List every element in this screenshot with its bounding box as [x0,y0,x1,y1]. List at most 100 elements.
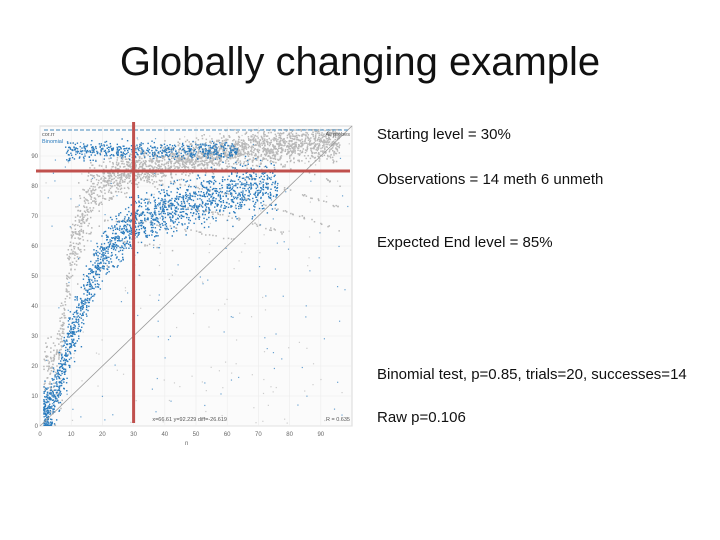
blue-point [188,216,190,219]
blue-point [85,306,88,309]
blue-point [170,199,172,202]
stray-point [98,353,100,355]
blue-point [224,179,226,181]
stray-point [131,166,133,168]
blue-point [249,173,251,176]
blue-point [230,179,232,181]
grey-point [102,172,104,174]
blue-point [216,190,219,193]
blue-point [120,154,122,156]
blue-point [168,205,170,207]
blue-point [158,151,160,153]
blue-point [168,154,171,156]
blue-point [50,397,52,400]
blue-point [102,260,104,262]
blue-point [202,148,204,151]
blue-point [101,280,104,282]
blue-point [89,281,91,283]
grey-point [333,142,336,145]
blue-point [266,178,269,181]
blue-point [176,223,179,226]
grey-point [80,230,83,233]
blue-point [52,392,54,394]
grey-point [78,220,81,222]
blue-point [122,145,124,147]
grey-point [278,143,280,145]
grey-point [191,161,193,163]
blue-point [136,210,138,213]
grey-point [49,386,51,389]
grey-point [270,227,272,229]
stray-point [266,348,268,350]
blue-point [102,252,105,254]
blue-point [172,148,174,150]
blue-point [204,186,206,189]
blue-point [270,194,272,197]
blue-point [147,217,149,219]
grey-point [87,190,89,193]
grey-point [60,305,62,307]
blue-point [151,213,154,216]
blue-point [122,258,124,261]
blue-point [177,208,179,210]
blue-point [188,150,190,152]
grey-point [219,147,222,149]
grey-point [171,249,174,252]
blue-point [259,180,262,183]
blue-point [176,152,179,154]
blue-point [52,409,54,411]
grey-point [44,351,46,353]
grey-point [61,316,63,319]
blue-point [44,401,46,403]
grey-point [337,137,339,139]
grey-point [73,246,76,248]
grey-point [63,322,65,325]
grey-point [93,197,96,199]
grey-point [273,228,275,230]
blue-point [243,177,245,179]
stray-point [283,241,285,243]
blue-point [161,152,163,154]
blue-point [44,404,47,406]
grey-point [259,143,261,145]
blue-point [152,226,154,229]
blue-point [232,189,235,192]
blue-point [79,313,82,315]
grey-point [330,143,332,145]
blue-point [57,394,60,396]
blue-point [207,154,209,156]
grey-point [270,229,272,232]
blue-point [78,337,80,340]
grey-point [122,166,125,168]
grey-point [284,142,286,144]
grey-point [236,144,239,146]
grey-point [328,137,330,139]
blue-point [78,335,80,337]
grey-point [273,166,276,169]
blue-point [239,201,241,204]
blue-point [201,195,204,197]
blue-point [118,149,120,152]
blue-point [125,147,127,150]
grey-point [228,135,230,137]
blue-point [122,220,124,223]
blue-point [159,206,162,209]
blue-point [176,201,178,204]
grey-point [67,249,70,251]
blue-point [63,339,65,342]
blue-point [204,204,207,207]
blue-point [168,206,170,208]
blue-point [126,213,128,216]
grey-point [332,159,334,161]
blue-point [175,218,177,221]
blue-point [57,373,60,375]
blue-point [170,191,172,193]
grey-point [93,176,96,179]
blue-point [64,360,67,362]
blue-point [83,285,85,287]
blue-point [142,150,144,153]
blue-point [105,257,108,260]
grey-point [150,165,153,167]
grey-point [145,220,147,223]
grey-point [215,162,218,165]
